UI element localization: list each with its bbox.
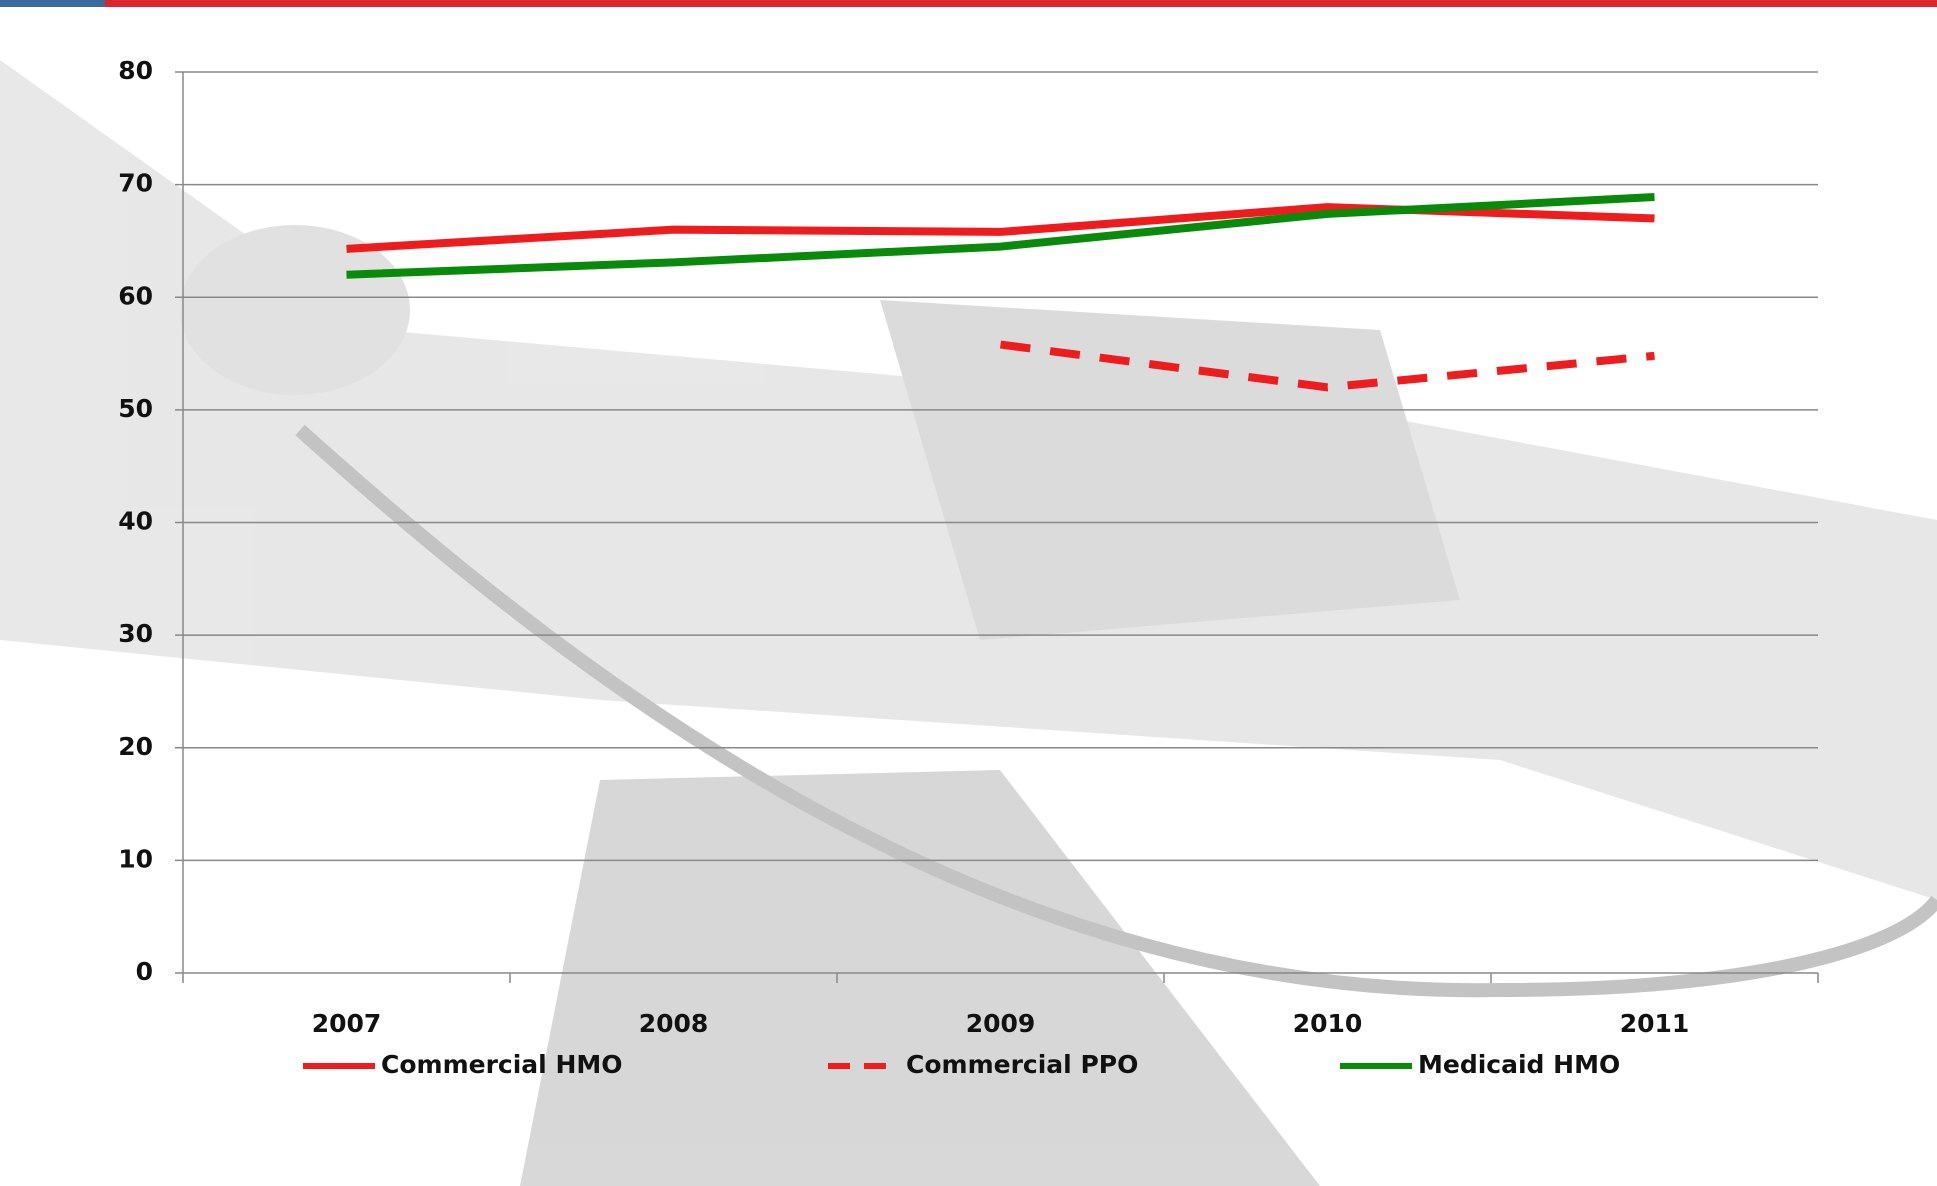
x-tick-label: 2011 [1620, 1009, 1690, 1038]
legend-label: Commercial HMO [381, 1050, 623, 1079]
legend-label: Commercial PPO [906, 1050, 1138, 1079]
chart: 0 10 20 30 40 50 60 70 80 2007 2008 2009 2010 2011 Com… [0, 0, 1937, 1186]
y-tick-label: 30 [118, 619, 153, 648]
y-tick-label: 20 [118, 732, 153, 761]
y-tick-label: 10 [118, 844, 153, 873]
legend-label: Medicaid HMO [1418, 1050, 1620, 1079]
x-tick-label: 2007 [312, 1009, 382, 1038]
y-tick-label: 80 [118, 56, 153, 85]
y-tick-label: 50 [118, 394, 153, 423]
y-tick-label: 70 [118, 169, 153, 198]
y-tick-label: 60 [118, 281, 153, 310]
x-tick-label: 2010 [1293, 1009, 1363, 1038]
y-tick-label: 0 [136, 957, 153, 986]
x-tick-label: 2008 [639, 1009, 709, 1038]
header-bar [0, 0, 1937, 7]
y-tick-label: 40 [118, 507, 153, 536]
header-accent [0, 0, 105, 7]
x-tick-label: 2009 [966, 1009, 1036, 1038]
